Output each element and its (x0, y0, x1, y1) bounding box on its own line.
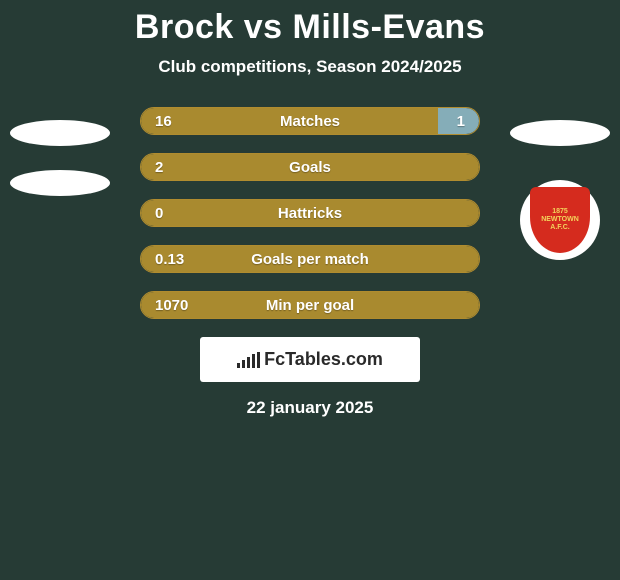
stat-label: Goals (141, 154, 479, 180)
stat-row: 2Goals (140, 153, 480, 181)
page-title: Brock vs Mills-Evans (0, 8, 620, 47)
brand-text: FcTables.com (264, 349, 383, 370)
placeholder-ellipse (10, 120, 110, 146)
crest-name: NEWTOWN (541, 216, 579, 223)
placeholder-ellipse (10, 170, 110, 196)
stat-label: Hattricks (141, 200, 479, 226)
crest-shield: 1875 NEWTOWN A.F.C. (530, 187, 590, 253)
player2-badge-slot-1 (500, 120, 620, 146)
player2-club-crest: 1875 NEWTOWN A.F.C. (500, 180, 620, 260)
player1-badge-slot-2 (0, 170, 120, 196)
page-subtitle: Club competitions, Season 2024/2025 (0, 57, 620, 77)
crest-year: 1875 (552, 208, 568, 215)
stat-row: 1070Min per goal (140, 291, 480, 319)
player1-badge-slot-1 (0, 120, 120, 146)
placeholder-ellipse (510, 120, 610, 146)
crest-suffix: A.F.C. (550, 224, 569, 231)
brand-box: FcTables.com (200, 337, 420, 382)
stat-row: 161Matches (140, 107, 480, 135)
crest-text: 1875 NEWTOWN A.F.C. (541, 208, 579, 231)
stat-label: Matches (141, 108, 479, 134)
stat-label: Min per goal (141, 292, 479, 318)
stat-row: 0.13Goals per match (140, 245, 480, 273)
snapshot-date: 22 january 2025 (0, 398, 620, 418)
comparison-card: Brock vs Mills-Evans Club competitions, … (0, 0, 620, 418)
stat-label: Goals per match (141, 246, 479, 272)
crest-circle: 1875 NEWTOWN A.F.C. (520, 180, 600, 260)
brand-bars-icon (237, 352, 260, 368)
stat-row: 0Hattricks (140, 199, 480, 227)
